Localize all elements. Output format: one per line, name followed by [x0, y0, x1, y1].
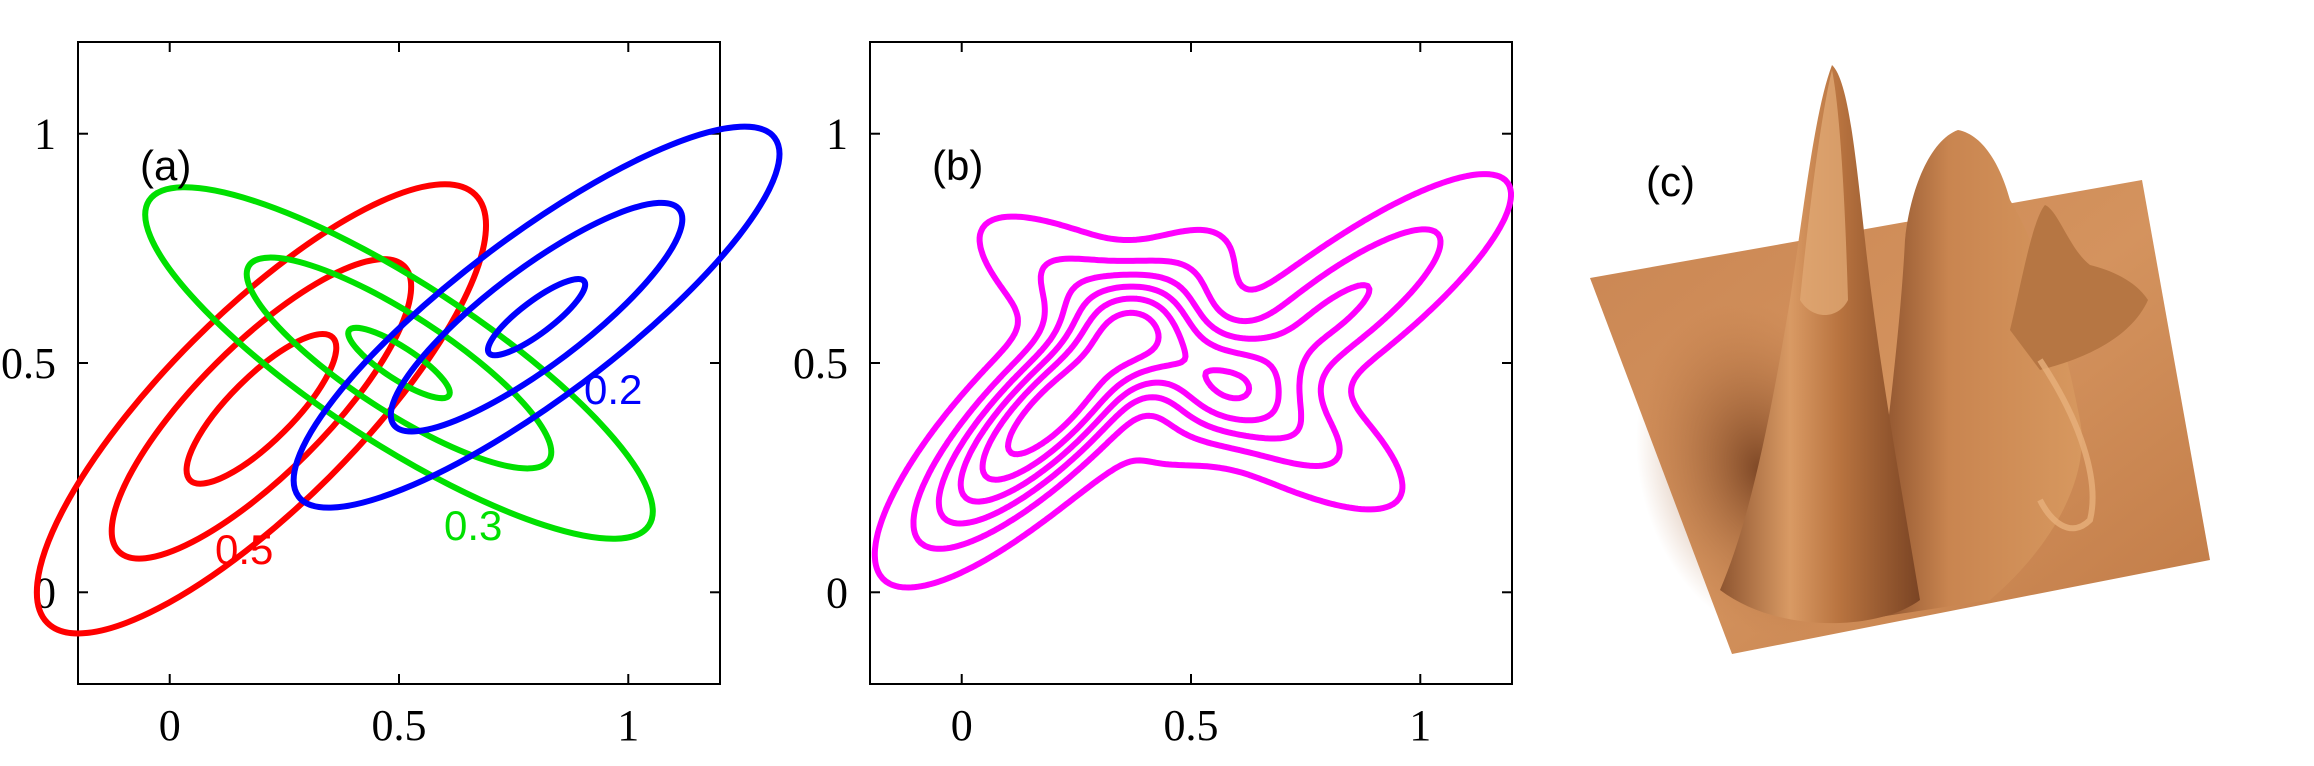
mixture-contour-level-5 — [979, 295, 1253, 483]
mixture-contour-level-3 — [935, 271, 1373, 527]
panel-c-surface-plot: (c) — [1590, 65, 2210, 654]
panel-b-label: (b) — [932, 142, 983, 189]
panel-a-xtick-label: 1 — [617, 701, 639, 750]
panel-b-mixture-density: 0 0.5 1 0 0.5 1 (b) — [793, 41, 1514, 750]
mixture-contour-level-2 — [910, 226, 1444, 552]
panel-b-contours — [871, 171, 1514, 591]
panel-a-series — [33, 123, 783, 637]
series-label-0.2: 0.2 — [584, 366, 642, 413]
series-label-0.5: 0.5 — [215, 526, 273, 573]
mixture-contour-level-1 — [871, 171, 1514, 591]
panel-b-ytick-label: 0 — [826, 568, 848, 617]
surface-peak-main — [1720, 65, 1920, 624]
panel-b-ytick-label: 1 — [826, 110, 848, 159]
panel-b-axes-frame — [869, 41, 1513, 685]
panel-b-ytick-label: 0.5 — [793, 339, 848, 388]
panel-a-xtick-label: 0.5 — [372, 701, 427, 750]
panel-b-ticks: 0 0.5 1 0 0.5 1 — [793, 42, 1512, 750]
component-0.3-contour — [345, 324, 453, 402]
panel-c-label: (c) — [1646, 158, 1695, 205]
component-0.2-contour — [484, 276, 589, 359]
panel-a-ytick-label: 1 — [34, 110, 56, 159]
surface-peak-small — [2010, 205, 2148, 370]
component-0.3-contour — [243, 254, 555, 472]
component-0.2-contour — [387, 199, 686, 435]
surface-ridge-right — [1860, 130, 2082, 620]
component-0.5-contour — [183, 330, 340, 487]
panel-a-ticks: 0 0.5 100.51 — [1, 42, 720, 750]
mixture-contour-level-4 — [957, 283, 1282, 505]
panel-a-ytick-label: 0.5 — [1, 339, 56, 388]
component-0.3-contour — [142, 184, 656, 542]
panel-a-mixture-components: 0 0.5 100.51 (a) 0.5 0.3 0.2 — [1, 41, 783, 750]
panel-b-xtick-label: 0.5 — [1164, 701, 1219, 750]
mixture-contour-level-6 — [1005, 309, 1162, 458]
surface-peak-highlight — [1800, 70, 1848, 315]
component-0.2-contour — [290, 123, 783, 511]
series-label-0.3: 0.3 — [444, 502, 502, 549]
surface-ring-highlight — [2037, 358, 2096, 532]
panel-b-xtick-label: 0 — [951, 701, 973, 750]
panel-a-xtick-label: 0 — [159, 701, 181, 750]
component-0.5-contour — [108, 256, 415, 562]
component-0.5-contour — [33, 181, 490, 637]
panel-a-label: (a) — [140, 142, 191, 189]
panel-b-xtick-label: 1 — [1409, 701, 1431, 750]
